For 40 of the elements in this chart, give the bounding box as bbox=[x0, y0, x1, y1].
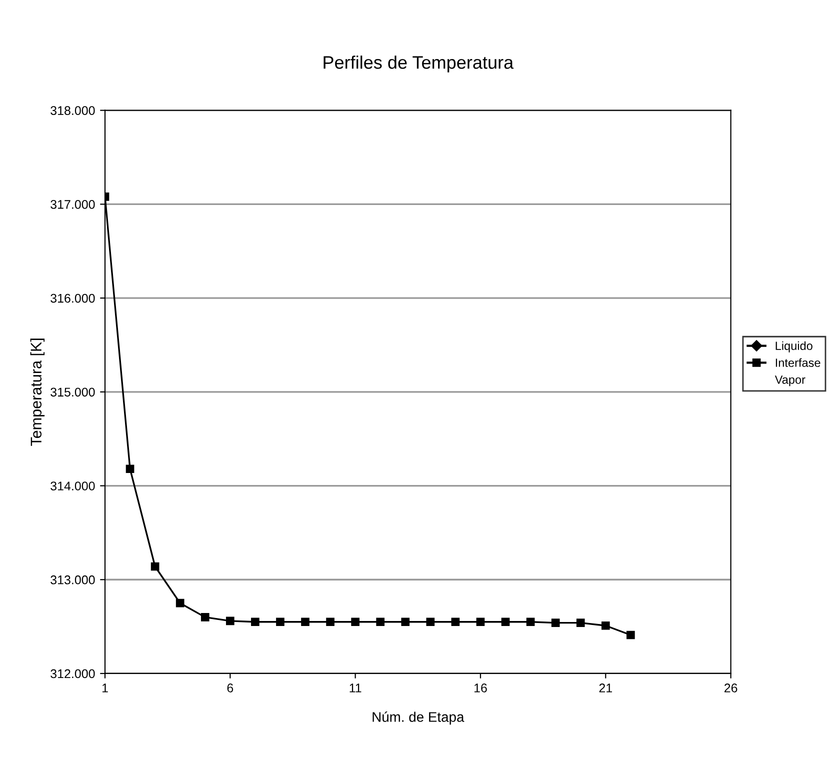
x-tick-label: 6 bbox=[227, 684, 234, 692]
point bbox=[626, 630, 635, 640]
point bbox=[176, 598, 184, 608]
x-tick-label: 16 bbox=[474, 684, 487, 692]
x-axis-title: Núm. de Etapa bbox=[372, 712, 464, 725]
y-tick-label: 312.000 bbox=[50, 669, 95, 678]
point bbox=[451, 618, 460, 626]
point bbox=[126, 464, 134, 474]
point bbox=[576, 618, 585, 627]
point bbox=[226, 616, 234, 626]
point bbox=[601, 621, 610, 630]
chart-title: Perfiles de Temperatura bbox=[324, 56, 514, 72]
point bbox=[200, 613, 210, 622]
y-tick-label: 318.000 bbox=[50, 106, 95, 115]
x-tick-label: 1 bbox=[102, 684, 108, 692]
y-tick-label: 317.000 bbox=[50, 200, 95, 209]
x-tick-label: 26 bbox=[724, 684, 738, 692]
point bbox=[501, 618, 510, 626]
y-tick-label: 315.000 bbox=[50, 388, 95, 397]
point bbox=[251, 618, 260, 626]
point bbox=[301, 618, 310, 626]
point bbox=[326, 618, 334, 626]
point bbox=[150, 562, 160, 571]
text: Vapor bbox=[774, 376, 806, 386]
point bbox=[401, 618, 410, 626]
x-tick-label: 11 bbox=[350, 684, 362, 692]
legend-label: Liquido bbox=[776, 341, 812, 352]
y-tick-label: 316.000 bbox=[50, 294, 95, 303]
point bbox=[376, 618, 385, 626]
point bbox=[351, 618, 360, 626]
y-tick-label: 314.000 bbox=[50, 482, 95, 490]
point bbox=[476, 618, 485, 626]
y-tick-label: 313.000 bbox=[50, 575, 95, 584]
point bbox=[426, 618, 435, 626]
point bbox=[276, 618, 284, 626]
x-tick-label: 21 bbox=[599, 684, 612, 692]
y-axis-title: Temperatura [K] bbox=[30, 338, 45, 446]
point bbox=[551, 618, 560, 627]
legend-label: Interfase bbox=[776, 358, 820, 367]
point bbox=[526, 618, 535, 626]
